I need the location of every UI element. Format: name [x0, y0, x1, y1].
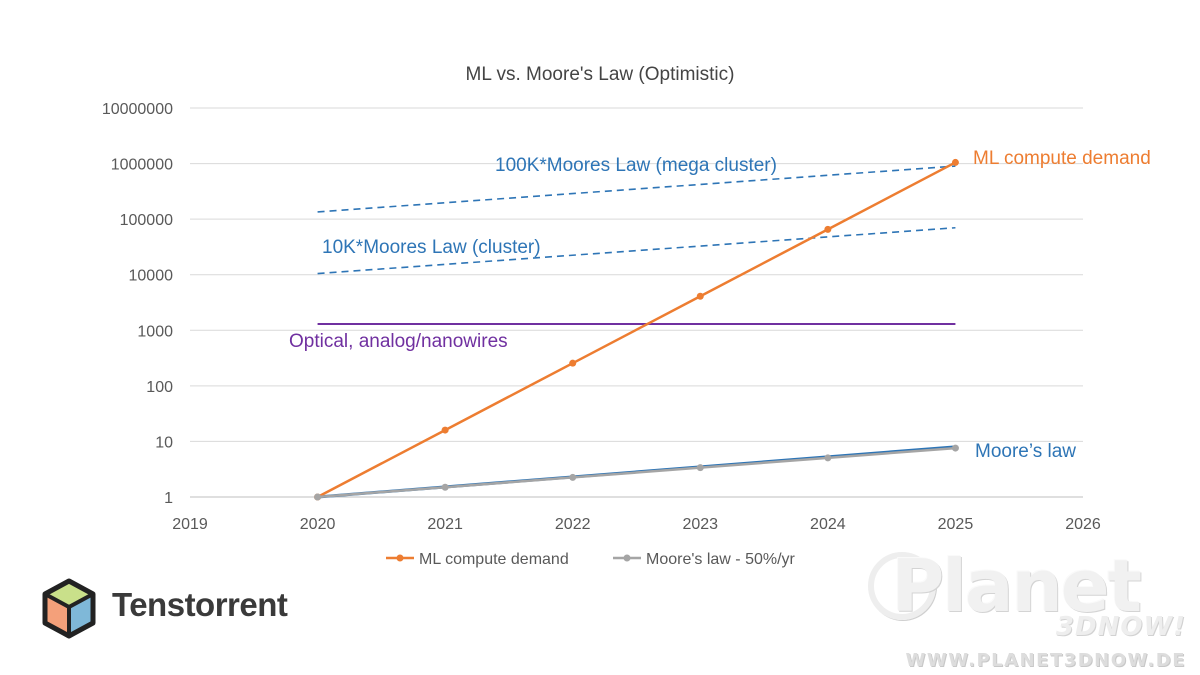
- planet3dnow-watermark: Planet 3DNOW! WWW.PLANET3DNOW.DE: [860, 544, 1200, 675]
- reference-line-label: Moore’s law: [975, 441, 1076, 462]
- series-point: [314, 493, 322, 501]
- y-tick-label: 100000: [120, 212, 173, 229]
- series-line: [316, 161, 957, 499]
- reference-line-label: 100K*Moores Law (mega cluster): [495, 155, 777, 176]
- watermark-sub: 3DNOW!: [1055, 612, 1186, 642]
- reference-line: [317, 226, 956, 275]
- x-tick-label: 2023: [682, 516, 718, 533]
- watermark-main: Planet: [891, 544, 1142, 628]
- x-tick-label: 2026: [1065, 516, 1101, 533]
- y-tick-label: 10: [155, 434, 173, 451]
- y-tick-label: 1000: [137, 323, 173, 340]
- watermark-circle-icon: [868, 552, 936, 620]
- x-tick-label: 2024: [810, 516, 846, 533]
- x-tick-label: 2022: [555, 516, 591, 533]
- logo-text: Tenstorrent: [112, 586, 288, 623]
- tenstorrent-cube-icon: [42, 578, 96, 639]
- reference-line: [317, 165, 956, 213]
- y-tick-label: 1: [164, 490, 173, 507]
- series-line: [317, 446, 956, 499]
- x-tick-label: 2025: [938, 516, 974, 533]
- series-point: [824, 225, 832, 233]
- legend-marker: [623, 554, 631, 562]
- y-tick-label: 100: [146, 379, 173, 396]
- legend-label: Moore's law - 50%/yr: [646, 551, 796, 568]
- series-point: [951, 158, 959, 166]
- reference-line-label: 10K*Moores Law (cluster): [322, 237, 541, 258]
- x-tick-label: 2020: [300, 516, 336, 533]
- x-tick-label: 2019: [172, 516, 208, 533]
- series-point: [441, 483, 449, 491]
- tenstorrent-logo: Tenstorrent: [32, 572, 290, 644]
- watermark-url: WWW.PLANET3DNOW.DE: [905, 650, 1186, 671]
- series-point: [696, 292, 704, 300]
- legend-marker: [396, 554, 404, 562]
- x-tick-label: 2021: [427, 516, 463, 533]
- series-point: [441, 426, 449, 434]
- y-tick-label: 10000: [129, 268, 174, 285]
- ml-demand-annotation: ML compute demand: [973, 148, 1151, 169]
- legend-label: ML compute demand: [419, 551, 569, 568]
- series-point: [951, 444, 959, 452]
- series-point: [569, 359, 577, 367]
- series-point: [696, 464, 704, 472]
- y-tick-label: 10000000: [102, 101, 173, 118]
- series-point: [824, 454, 832, 462]
- chart-title: ML vs. Moore's Law (Optimistic): [466, 64, 735, 85]
- reference-line-label: Optical, analog/nanowires: [289, 331, 508, 352]
- y-tick-label: 1000000: [111, 157, 173, 174]
- series-point: [569, 473, 577, 481]
